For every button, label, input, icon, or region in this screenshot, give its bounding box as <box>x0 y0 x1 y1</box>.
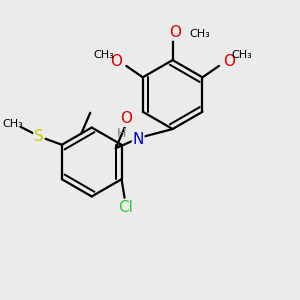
Text: Cl: Cl <box>118 200 134 214</box>
Text: CH₃: CH₃ <box>231 50 252 59</box>
Text: O: O <box>110 54 122 69</box>
Text: N: N <box>133 132 144 147</box>
Text: O: O <box>223 54 235 69</box>
Text: CH₃: CH₃ <box>93 50 114 59</box>
Text: CH₃: CH₃ <box>2 119 23 129</box>
Text: O: O <box>169 25 181 40</box>
Text: H: H <box>117 127 126 140</box>
Text: O: O <box>120 111 132 126</box>
Text: S: S <box>34 129 44 144</box>
Text: CH₃: CH₃ <box>189 29 210 39</box>
